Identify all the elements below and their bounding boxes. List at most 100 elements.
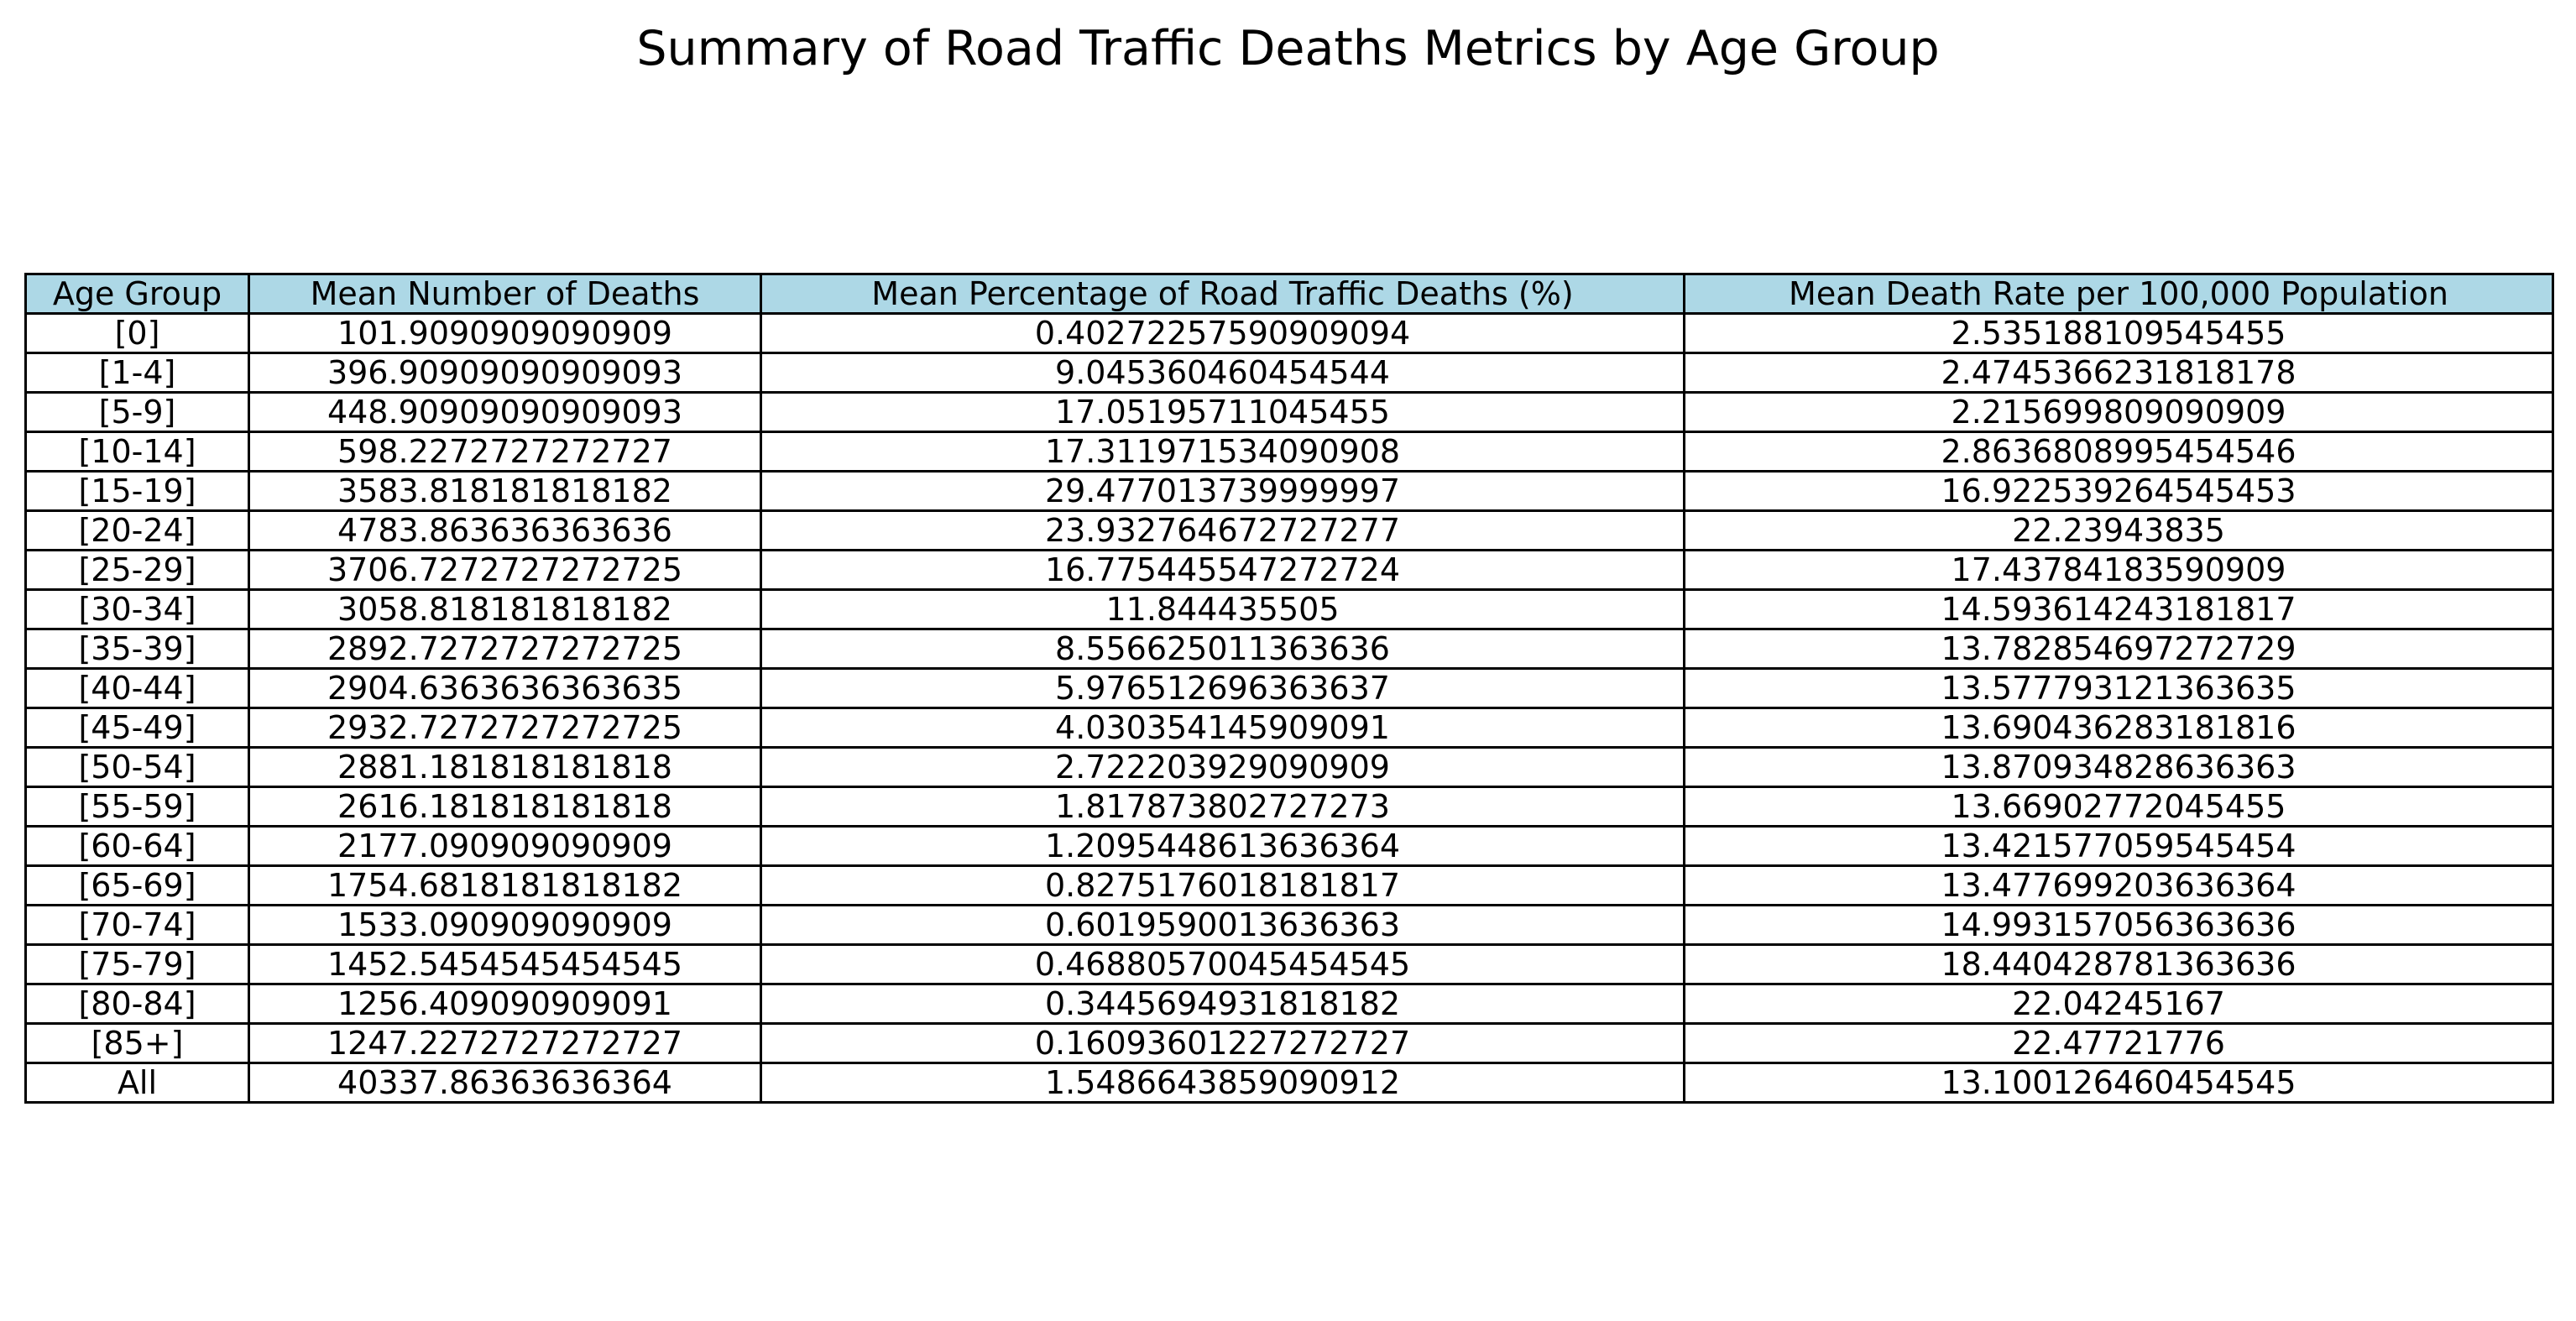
- age-group-cell: [45-49]: [24, 707, 250, 749]
- mean-death-rate-cell: 16.922539264545453: [1683, 470, 2554, 512]
- mean-death-rate-cell: 17.43784183590909: [1683, 549, 2554, 591]
- table-row: [80-84] 1256.409090909091 0.34456949318181…: [24, 983, 2554, 1025]
- column-header-mean-death-rate: Mean Death Rate per 100,000 Population: [1683, 273, 2554, 315]
- mean-percentage-cell: 9.045360460454544: [760, 352, 1685, 394]
- mean-percentage-cell: 5.976512696363637: [760, 667, 1685, 709]
- table-row: [40-44] 2904.6363636363635 5.9765126963636…: [24, 667, 2554, 709]
- mean-deaths-cell: 3058.818181818182: [248, 588, 762, 630]
- mean-percentage-cell: 17.311971534090908: [760, 431, 1685, 473]
- table-row: [65-69] 1754.6818181818182 0.8275176018181…: [24, 864, 2554, 906]
- age-group-cell: [5-9]: [24, 391, 250, 433]
- mean-percentage-cell: 0.3445694931818182: [760, 983, 1685, 1025]
- column-header-age-group: Age Group: [24, 273, 250, 315]
- mean-percentage-cell: 23.932764672727277: [760, 509, 1685, 551]
- age-group-cell: [20-24]: [24, 509, 250, 551]
- mean-percentage-cell: 0.8275176018181817: [760, 864, 1685, 906]
- table-row: [55-59] 2616.181818181818 1.81787380272727…: [24, 786, 2554, 828]
- mean-percentage-cell: 0.16093601227272727: [760, 1022, 1685, 1064]
- mean-deaths-cell: 3706.7272727272725: [248, 549, 762, 591]
- mean-death-rate-cell: 13.477699203636364: [1683, 864, 2554, 906]
- age-group-cell: [75-79]: [24, 943, 250, 985]
- age-group-cell: [70-74]: [24, 904, 250, 946]
- table-row: [35-39] 2892.7272727272725 8.5566250113636…: [24, 628, 2554, 670]
- age-group-cell: [30-34]: [24, 588, 250, 630]
- mean-death-rate-cell: 22.04245167: [1683, 983, 2554, 1025]
- age-group-cell: [65-69]: [24, 864, 250, 906]
- mean-deaths-cell: 2177.090909090909: [248, 825, 762, 867]
- mean-death-rate-cell: 22.47721776: [1683, 1022, 2554, 1064]
- mean-death-rate-cell: 13.690436283181816: [1683, 707, 2554, 749]
- table-row: [20-24] 4783.863636363636 23.9327646727272…: [24, 509, 2554, 551]
- mean-percentage-cell: 0.6019590013636363: [760, 904, 1685, 946]
- table-row: [10-14] 598.2272727272727 17.3119715340909…: [24, 431, 2554, 473]
- mean-deaths-cell: 1256.409090909091: [248, 983, 762, 1025]
- table-row: [45-49] 2932.7272727272725 4.0303541459090…: [24, 707, 2554, 749]
- mean-percentage-cell: 11.844435505: [760, 588, 1685, 630]
- mean-deaths-cell: 1533.090909090909: [248, 904, 762, 946]
- mean-death-rate-cell: 13.421577059545454: [1683, 825, 2554, 867]
- age-group-cell: [40-44]: [24, 667, 250, 709]
- mean-death-rate-cell: 14.593614243181817: [1683, 588, 2554, 630]
- mean-deaths-cell: 2904.6363636363635: [248, 667, 762, 709]
- age-group-cell: [0]: [24, 312, 250, 354]
- table-row: [1-4] 396.90909090909093 9.045360460454544…: [24, 352, 2554, 394]
- mean-percentage-cell: 16.775445547272724: [760, 549, 1685, 591]
- mean-death-rate-cell: 14.993157056363636: [1683, 904, 2554, 946]
- age-group-cell: [15-19]: [24, 470, 250, 512]
- mean-percentage-cell: 17.05195711045455: [760, 391, 1685, 433]
- mean-death-rate-cell: 13.870934828636363: [1683, 746, 2554, 788]
- mean-death-rate-cell: 2.215699809090909: [1683, 391, 2554, 433]
- mean-deaths-cell: 40337.86363636364: [248, 1062, 762, 1104]
- mean-percentage-cell: 0.40272257590909094: [760, 312, 1685, 354]
- age-group-cell: [35-39]: [24, 628, 250, 670]
- mean-death-rate-cell: 13.100126460454545: [1683, 1062, 2554, 1104]
- age-group-cell: [85+]: [24, 1022, 250, 1064]
- table-row: [25-29] 3706.7272727272725 16.775445547272…: [24, 549, 2554, 591]
- mean-percentage-cell: 1.2095448613636364: [760, 825, 1685, 867]
- table-row: [60-64] 2177.090909090909 1.20954486136363…: [24, 825, 2554, 867]
- mean-percentage-cell: 2.722203929090909: [760, 746, 1685, 788]
- age-group-cell: [50-54]: [24, 746, 250, 788]
- mean-deaths-cell: 101.9090909090909: [248, 312, 762, 354]
- table-row: [85+] 1247.2272727272727 0.160936012272727…: [24, 1022, 2554, 1064]
- age-group-cell: [1-4]: [24, 352, 250, 394]
- mean-deaths-cell: 396.90909090909093: [248, 352, 762, 394]
- mean-percentage-cell: 8.556625011363636: [760, 628, 1685, 670]
- mean-deaths-cell: 448.90909090909093: [248, 391, 762, 433]
- mean-death-rate-cell: 2.535188109545455: [1683, 312, 2554, 354]
- mean-death-rate-cell: 18.440428781363636: [1683, 943, 2554, 985]
- mean-percentage-cell: 4.030354145909091: [760, 707, 1685, 749]
- age-group-cell: [60-64]: [24, 825, 250, 867]
- mean-percentage-cell: 1.5486643859090912: [760, 1062, 1685, 1104]
- table-row: [50-54] 2881.181818181818 2.72220392909090…: [24, 746, 2554, 788]
- table-row: All 40337.86363636364 1.5486643859090912 13…: [24, 1062, 2554, 1104]
- mean-death-rate-cell: 22.23943835: [1683, 509, 2554, 551]
- column-header-mean-number-of-deaths: Mean Number of Deaths: [248, 273, 762, 315]
- mean-deaths-cell: 4783.863636363636: [248, 509, 762, 551]
- mean-deaths-cell: 3583.818181818182: [248, 470, 762, 512]
- age-group-cell: All: [24, 1062, 250, 1104]
- header-row: Age Group Mean Number of Deaths Mean Per…: [24, 273, 2554, 315]
- mean-deaths-cell: 598.2272727272727: [248, 431, 762, 473]
- mean-death-rate-cell: 2.4745366231818178: [1683, 352, 2554, 394]
- mean-deaths-cell: 2892.7272727272725: [248, 628, 762, 670]
- column-header-mean-percentage: Mean Percentage of Road Traffic Deaths (…: [760, 273, 1685, 315]
- mean-deaths-cell: 1754.6818181818182: [248, 864, 762, 906]
- age-group-cell: [80-84]: [24, 983, 250, 1025]
- mean-percentage-cell: 0.46880570045454545: [760, 943, 1685, 985]
- mean-deaths-cell: 1247.2272727272727: [248, 1022, 762, 1064]
- age-group-cell: [25-29]: [24, 549, 250, 591]
- summary-table: Age Group Mean Number of Deaths Mean Per…: [24, 273, 2554, 1104]
- mean-percentage-cell: 29.477013739999997: [760, 470, 1685, 512]
- table-row: [75-79] 1452.5454545454545 0.4688057004545…: [24, 943, 2554, 985]
- table-row: [30-34] 3058.818181818182 11.844435505 14.5…: [24, 588, 2554, 630]
- age-group-cell: [10-14]: [24, 431, 250, 473]
- mean-deaths-cell: 2616.181818181818: [248, 786, 762, 828]
- mean-death-rate-cell: 13.66902772045455: [1683, 786, 2554, 828]
- table-body: [0] 101.9090909090909 0.40272257590909094 2…: [24, 312, 2554, 1104]
- age-group-cell: [55-59]: [24, 786, 250, 828]
- mean-deaths-cell: 2932.7272727272725: [248, 707, 762, 749]
- mean-deaths-cell: 1452.5454545454545: [248, 943, 762, 985]
- table-row: [5-9] 448.90909090909093 17.05195711045455…: [24, 391, 2554, 433]
- chart-title: Summary of Road Traffic Deaths Metrics b…: [636, 21, 1940, 76]
